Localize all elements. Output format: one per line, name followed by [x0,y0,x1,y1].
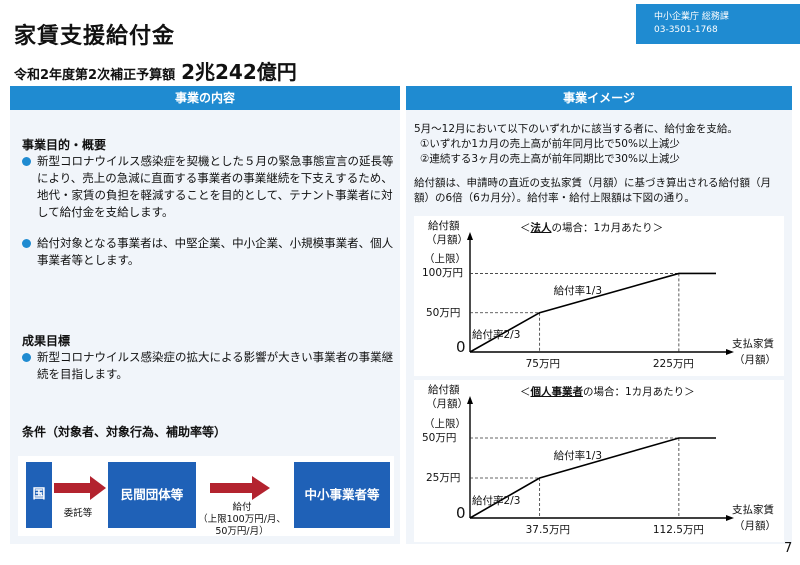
benefit-label: 給付 [232,502,252,513]
y-axis-arrow-icon [467,396,473,404]
rate-label-low: 給付率2/3 [472,329,521,341]
goal-bullet: 新型コロナウイルス感染症の拡大による影響が大きい事業者の事業継続を目指します。 [22,349,394,383]
private-org-box: 民間団体等 [108,462,196,528]
chart-title-subject: 法人 [530,222,552,234]
condition-1: ①いずれか1カ月の売上高が前年同月比で50%以上減少 [420,138,680,150]
y-axis-label: （月額） [426,234,468,246]
bullet-icon [22,157,31,166]
x-axis-label: 支払家賃 [732,338,774,350]
sme-box: 中小事業者等 [294,462,390,528]
individual-chart: 給付額 （月額） ＜個人事業者の場合：1カ月あたり＞ （上限） 50万円 25万円 0 37.… [414,380,784,542]
x-axis-arrow-icon [726,349,734,355]
business-image-panel: 事業イメージ 5月～12月において以下のいずれかに該当する者に、給付金を支給。 … [406,86,792,544]
chart-canvas [467,396,734,521]
bullet-icon [22,239,31,248]
purpose-bullet: 給付対象となる事業者は、中堅企業、中小企業、小規模事業者、個人事業者等とします。 [22,235,394,269]
agency-contact: 中小企業庁 総務課 03-3501-1768 [636,4,800,44]
benefit-line [469,437,716,519]
y-tick-label: 100万円 [422,267,464,280]
page-number: 7 [784,541,793,556]
benefit-line [469,272,716,353]
business-image-header: 事業イメージ [406,86,792,110]
y-tick-label: 25万円 [426,472,461,484]
origin-label: 0 [456,504,466,522]
chart-title-subject: 個人事業者 [530,386,584,398]
purpose-bullet-text: 新型コロナウイルス感染症を契機とした５月の緊急事態宣言の延長等により、売上の急減… [37,154,394,219]
purpose-title: 事業目的・概要 [22,138,107,152]
budget-amount: 2兆242億円 [181,60,297,84]
x-tick-label: 75万円 [525,358,560,370]
goal-bullet-text: 新型コロナウイルス感染症の拡大による影響が大きい事業者の事業継続を目指します。 [37,350,394,381]
condition-2: ②連続する3ヶ月の売上高が前年同期比で30%以上減少 [420,153,680,165]
chart-title-suffix: の場合：1カ月あたり＞ [551,222,664,234]
x-axis-label: （月額） [734,354,776,366]
chart-title-prefix: ＜ [520,222,531,234]
x-tick-label: 225万円 [652,358,694,370]
arrow-icon [210,476,270,500]
purpose-bullet: 新型コロナウイルス感染症を契機とした５月の緊急事態宣言の延長等により、売上の急減… [22,153,394,221]
intro-text: 5月～12月において以下のいずれかに該当する者に、給付金を支給。 [414,123,738,135]
x-tick-label: 112.5万円 [652,524,704,536]
chart-title: ＜法人の場合：1カ月あたり＞ [520,222,663,235]
chart-title-prefix: ＜ [520,386,531,398]
origin-label: 0 [456,338,466,356]
agency-name: 中小企業庁 総務課 [654,12,729,22]
calc-text: 給付額は、申請時の直近の支払家賃（月額）に基づき算出される給付額（月額）の6倍（… [414,177,771,204]
conditions-title: 条件（対象者、対象行為、補助率等） [22,425,227,439]
y-axis-label: 給付額 [428,220,460,232]
rate-label-low: 給付率2/3 [472,495,521,507]
bullet-icon [22,353,31,362]
cap-label: （上限） [424,253,466,266]
rate-label-high: 給付率1/3 [553,450,603,462]
country-box: 国 [26,462,52,528]
x-tick-label: 37.5万円 [525,524,570,536]
cap-label: （上限） [424,418,466,430]
x-axis-arrow-icon [726,515,734,521]
y-tick-label: 50万円 [426,306,461,319]
flow-diagram: 国 委託等 民間団体等 給付 （上限100万円/月、 50万円/月） 中小事業者… [18,456,394,537]
chart-canvas [467,232,734,355]
rate-label-high: 給付率1/3 [553,284,603,297]
goal-title: 成果目標 [22,334,71,348]
agency-phone: 03-3501-1768 [654,25,718,35]
y-axis-arrow-icon [467,232,473,240]
y-tick-label: 50万円 [422,432,457,444]
chart-title-suffix: の場合：1カ月あたり＞ [583,386,695,398]
page-title: 家賃支援給付金 [14,24,176,49]
arrow-icon [54,476,106,500]
chart-title: ＜個人事業者の場合：1カ月あたり＞ [520,386,695,399]
entrust-label: 委託等 [63,508,93,519]
y-axis-label: 給付額 [428,384,460,396]
corporate-chart: 給付額 （月額） ＜法人の場合：1カ月あたり＞ （上限） 100万円 50万円 0 75万円 2… [414,216,784,376]
purpose-bullet-text: 給付対象となる事業者は、中堅企業、中小企業、小規模事業者、個人事業者等とします。 [37,236,394,267]
y-axis-label: （月額） [426,398,468,410]
budget-line: 令和2年度第2次補正予算額 2兆242億円 [14,56,297,85]
benefit-limit-label: （上限100万円/月、 50万円/月） [198,514,286,537]
business-content-panel: 事業の内容 事業目的・概要 新型コロナウイルス感染症を契機とした５月の緊急事態宣… [10,86,400,544]
budget-label: 令和2年度第2次補正予算額 [14,68,176,83]
x-axis-label: 支払家賃 [732,504,774,516]
business-content-header: 事業の内容 [10,86,400,110]
x-axis-label: （月額） [734,520,776,532]
